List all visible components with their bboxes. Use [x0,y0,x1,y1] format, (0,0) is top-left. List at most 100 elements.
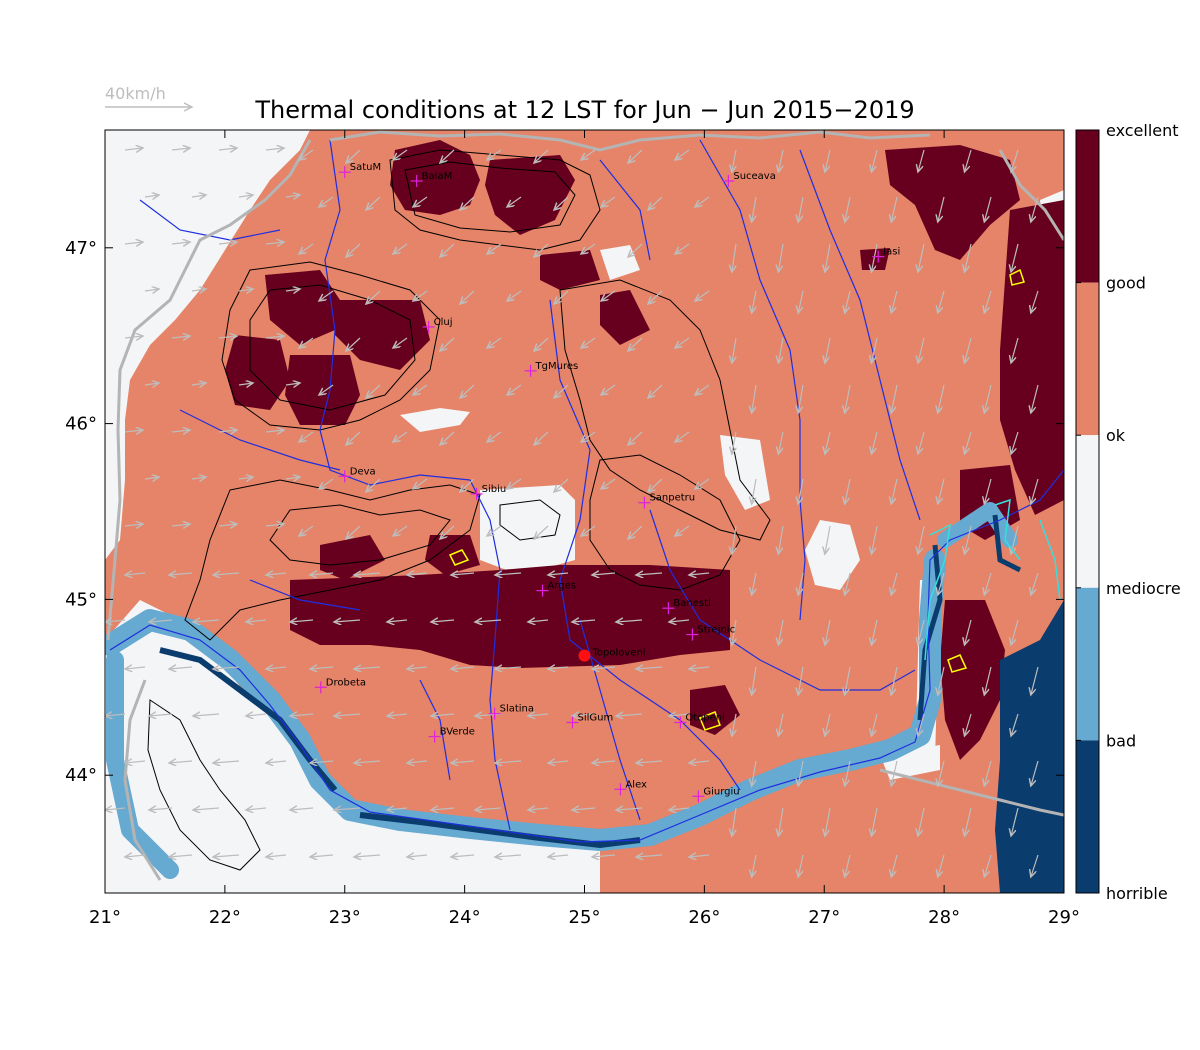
wind-arrow [871,149,878,172]
wind-arrow [601,196,616,207]
wind-arrow [601,478,616,489]
wind-arrow [592,855,616,857]
wind-arrow [825,243,831,272]
wind-arrow [938,760,945,786]
wind-arrow [144,477,159,479]
wind-arrow [825,713,831,736]
wind-arrow [572,808,596,810]
wind-arrow [265,148,284,150]
wind-arrow [440,431,455,445]
city-label: Iasi [883,247,900,258]
wind-arrow [798,478,804,504]
highlight-site-marker [578,649,591,662]
wind-arrow [918,149,925,172]
city-marker: Alex [614,779,647,796]
wind-arrow [616,714,643,716]
wind-arrow [938,854,945,877]
wind-arrow [778,619,784,645]
wind-arrow [266,761,287,763]
wind-arrow [528,808,549,810]
wind-arrow [752,290,757,313]
wind-arrow [125,667,146,669]
terrain-contours [147,149,771,871]
wind-arrow [285,289,300,291]
wind-arrow [265,242,284,244]
wind-arrow [628,431,643,445]
wind-arrow [246,714,267,716]
highlight-site: Topoloveni [578,648,646,662]
wind-arrow [169,573,193,575]
wind-arrow [507,290,522,301]
wind-arrow [440,525,455,539]
wind-arrow [845,666,851,695]
wind-scale: 40km/h [105,84,194,112]
wind-arrow [752,196,757,222]
wind-arrow [845,760,851,786]
wind-arrow [495,667,522,669]
wind-arrow [299,525,314,536]
wind-arrow [144,195,159,197]
city-marker: Cluj [422,317,453,333]
wind-arrow [918,713,925,736]
wind-arrow [938,572,945,595]
wind-arrow [1011,243,1019,272]
city-marker: TgMures [524,361,578,377]
wind-arrow [732,525,737,554]
wind-arrow [938,478,945,504]
wind-arrow [413,478,428,489]
wind-arrow [592,761,616,763]
wind-arrow [246,808,267,810]
wind-arrow [628,525,643,539]
wind-arrow [964,713,972,736]
wind-arrow [845,196,851,222]
wind-arrow [798,854,804,877]
wind-arrow [171,242,190,244]
wind-arrow [871,525,878,554]
mediocre-regions [105,502,1018,879]
y-tick-label: 46° [65,414,97,435]
y-tick-label: 44° [65,765,97,786]
wind-arrow [387,620,408,622]
wind-arrow [285,477,300,479]
city-marker: Otopeni [674,712,725,729]
wind-arrow [246,620,267,622]
wind-arrow [628,149,643,163]
wind-arrow [171,524,190,526]
wind-arrow [1011,337,1019,363]
wind-arrow [825,807,831,836]
wind-arrow [984,478,992,504]
y-tick-label: 45° [65,589,97,610]
wind-arrow [310,667,334,669]
city-marker: SilGum [566,712,613,729]
wind-arrow [265,336,284,338]
wind-arrow [265,524,284,526]
wind-arrow [105,714,126,716]
wind-arrow [1011,619,1019,645]
wind-arrow [534,149,549,163]
wind-arrow [689,573,710,575]
wind-arrow [601,384,616,395]
wind-arrow [475,808,502,810]
legend-band [1076,740,1099,893]
wind-arrow [984,196,992,222]
wind-arrow [918,431,925,454]
wind-arrow [732,243,737,272]
wind-arrow [636,855,663,857]
legend-band [1076,282,1099,436]
wind-arrow [124,336,143,338]
wind-arrow [534,243,549,257]
city-label: Sanpetru [649,493,695,504]
wind-arrow [299,149,314,160]
wind-arrow [918,807,925,836]
wind-arrow [218,148,237,150]
wind-arrow [1011,431,1019,454]
wind-arrow [689,667,710,669]
x-tick-label: 23° [329,907,361,928]
wind-arrow [193,620,220,622]
wind-arrow [891,572,898,595]
wind-arrow [891,196,898,222]
wind-arrow [125,855,146,857]
wind-arrow [675,149,690,160]
wind-arrow [310,761,334,763]
